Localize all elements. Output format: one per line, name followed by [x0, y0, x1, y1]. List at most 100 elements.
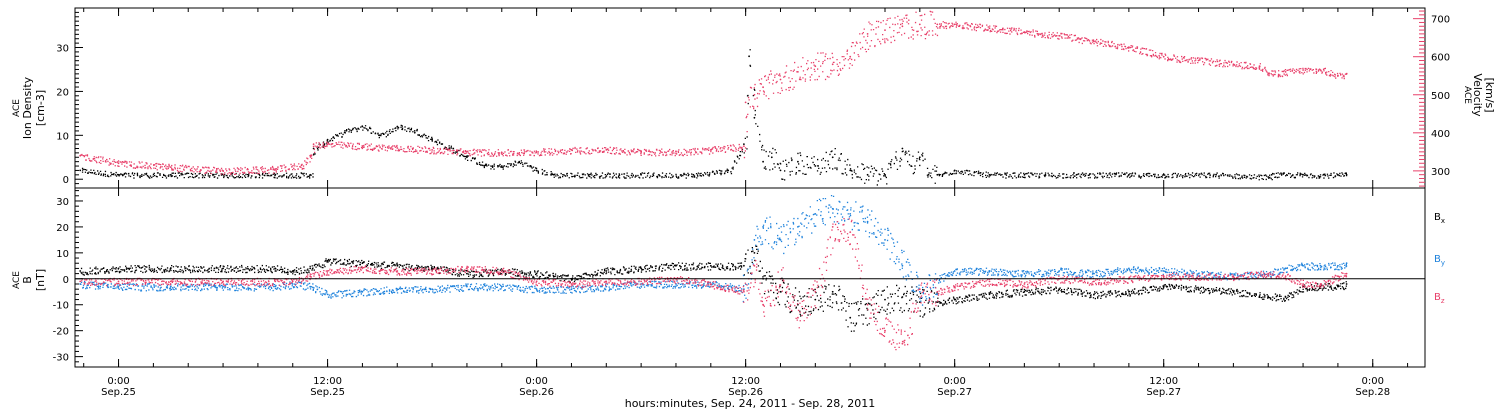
- data-point-bz: [396, 270, 399, 272]
- data-point-ion-density: [936, 173, 939, 176]
- data-point-velocity: [1319, 69, 1322, 71]
- velocity-tick-label: 500: [1431, 91, 1450, 102]
- data-point-velocity: [79, 154, 82, 157]
- data-point-ion-density: [901, 147, 904, 150]
- data-point-velocity: [1337, 74, 1339, 77]
- b-tick-label: 30: [56, 197, 69, 208]
- data-point-velocity: [431, 149, 433, 151]
- data-point-velocity: [1284, 71, 1287, 73]
- time-tick-label: 0:00: [1362, 376, 1384, 387]
- series-by-dots: [80, 195, 1348, 306]
- data-point-bx: [117, 267, 120, 270]
- data-point-bz: [500, 270, 503, 272]
- data-point-by: [901, 264, 904, 267]
- legend-subscript: y: [1441, 259, 1445, 267]
- data-point-ion-density: [326, 138, 329, 141]
- data-point-bz: [1232, 275, 1235, 278]
- data-point-ion-density: [748, 55, 750, 58]
- data-point-velocity: [814, 65, 817, 68]
- data-point-velocity: [1267, 72, 1270, 75]
- data-point-bz: [814, 290, 817, 293]
- data-point-ion-density: [779, 169, 782, 172]
- data-point-ion-density: [1215, 173, 1217, 176]
- data-point-velocity: [1128, 46, 1130, 49]
- data-point-bz: [309, 275, 312, 278]
- data-point-bx: [1197, 288, 1200, 291]
- data-point-bx: [814, 298, 817, 301]
- data-point-by: [361, 290, 364, 293]
- legend-by: By: [1434, 254, 1445, 267]
- data-point-ion-density: [1345, 173, 1348, 176]
- data-point-ion-density: [361, 125, 364, 128]
- data-point-bx: [884, 298, 886, 301]
- data-point-bz: [753, 264, 756, 267]
- data-point-bx: [1345, 283, 1348, 285]
- time-tick-label: 0:00: [107, 376, 129, 387]
- data-point-bz: [709, 283, 712, 285]
- data-point-velocity: [901, 25, 904, 28]
- top-right-axis-label: ACE Velocity [km/s]: [1462, 73, 1496, 117]
- data-point-by: [1302, 264, 1304, 267]
- data-point-by: [849, 213, 852, 215]
- data-point-ion-density: [640, 173, 642, 176]
- data-point-bz: [901, 342, 904, 345]
- legend-bx: Bx: [1434, 212, 1445, 225]
- data-point-bz: [222, 280, 225, 283]
- data-point-velocity: [396, 147, 399, 149]
- data-point-bz: [866, 303, 869, 306]
- top-right-label-line3: [km/s]: [1483, 77, 1496, 112]
- data-point-bz: [326, 270, 329, 272]
- data-point-velocity: [884, 29, 886, 31]
- data-point-velocity: [570, 149, 573, 151]
- data-point-bz: [743, 290, 745, 293]
- data-point-by: [1345, 262, 1348, 265]
- data-point-bx: [291, 270, 294, 272]
- data-point-bz: [1319, 283, 1322, 285]
- top-left-label-line3: [cm-3]: [34, 90, 47, 126]
- data-point-bx: [988, 293, 991, 296]
- data-point-velocity: [1162, 55, 1165, 58]
- data-point-by: [169, 285, 172, 288]
- data-point-bx: [396, 264, 399, 267]
- bottom-panel-frame: [74, 187, 1426, 368]
- top-right-label-line2: Velocity: [1471, 73, 1484, 117]
- data-point-ion-density: [797, 160, 799, 163]
- data-point-ion-density: [1270, 173, 1273, 176]
- data-point-bz: [1023, 283, 1026, 285]
- data-point-velocity: [1258, 65, 1261, 68]
- top-panel-frame: [74, 7, 1426, 189]
- data-point-by: [431, 288, 433, 291]
- data-point-velocity: [326, 143, 329, 146]
- data-point-bz: [466, 267, 468, 270]
- data-point-bz: [1197, 275, 1200, 278]
- data-point-by: [1023, 272, 1026, 275]
- date-tick-label: Sep.28: [1355, 387, 1390, 398]
- data-point-bz: [1284, 275, 1287, 278]
- data-point-velocity: [753, 93, 756, 96]
- data-point-bz: [570, 283, 573, 285]
- data-point-bx: [849, 316, 852, 319]
- data-point-ion-density: [431, 138, 433, 141]
- data-point-bz: [918, 288, 921, 291]
- data-point-bz: [762, 303, 764, 306]
- b-tick-label: -10: [53, 301, 69, 312]
- data-point-velocity: [300, 164, 303, 167]
- data-point-velocity: [309, 154, 312, 157]
- data-point-velocity: [312, 143, 315, 146]
- data-point-ion-density: [770, 156, 773, 159]
- data-point-by: [831, 207, 834, 210]
- data-point-bz: [361, 267, 364, 270]
- data-point-ion-density: [884, 173, 886, 176]
- data-point-bx: [779, 290, 782, 293]
- data-point-bx: [274, 267, 277, 270]
- series-bz-dots: [81, 218, 1348, 351]
- data-point-ion-density: [500, 165, 503, 167]
- data-point-bz: [605, 280, 608, 283]
- data-point-by: [309, 285, 312, 288]
- data-point-ion-density: [1162, 173, 1165, 176]
- data-point-velocity: [1232, 63, 1235, 66]
- legend-bz: Bz: [1434, 292, 1445, 305]
- data-point-ion-density: [1128, 173, 1130, 176]
- data-point-velocity: [831, 63, 834, 66]
